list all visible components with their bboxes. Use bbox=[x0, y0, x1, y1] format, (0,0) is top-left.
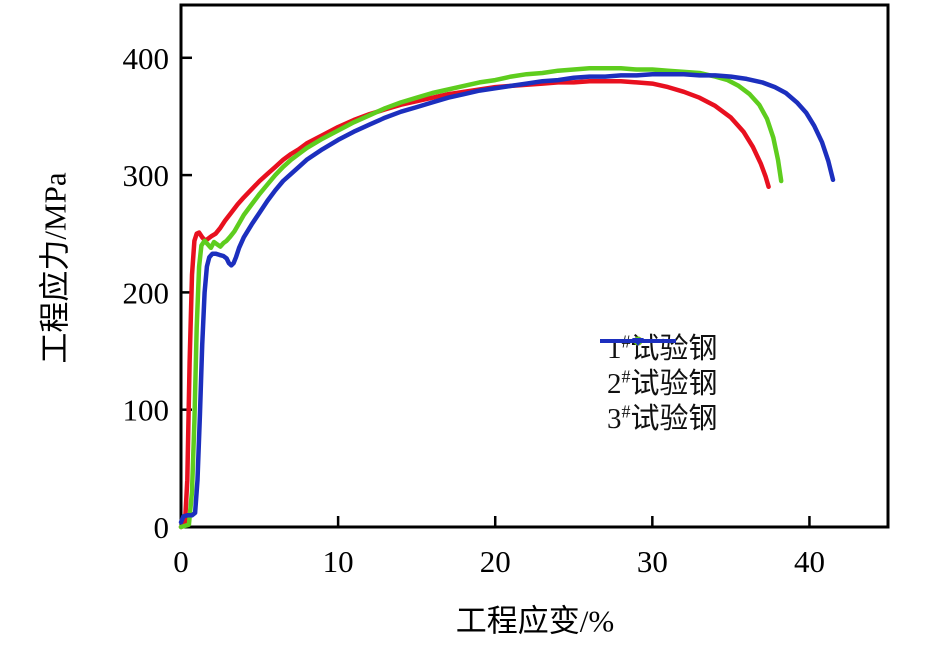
y-tick-label: 0 bbox=[154, 510, 170, 545]
x-tick-label: 30 bbox=[637, 544, 668, 579]
plot-frame bbox=[179, 3, 890, 529]
series-curve-1 bbox=[178, 78, 771, 530]
x-tick-label: 0 bbox=[173, 544, 189, 579]
y-axis-label: 工程应力/MPa bbox=[37, 172, 73, 364]
y-tick-label: 100 bbox=[123, 393, 170, 428]
legend-label: 3#试验钢 bbox=[607, 401, 718, 435]
x-tick-label: 10 bbox=[323, 544, 354, 579]
legend-line-sample bbox=[600, 338, 676, 346]
legend-item-3: 3#试验钢 bbox=[598, 338, 718, 437]
y-tick-label: 400 bbox=[123, 41, 170, 76]
legend-label: 2#试验钢 bbox=[607, 366, 718, 400]
y-tick-label: 200 bbox=[123, 275, 170, 310]
series-curve-2 bbox=[178, 66, 784, 530]
triangle-down-marker-icon bbox=[632, 338, 644, 346]
legend-item-2: 2#试验钢 bbox=[598, 336, 718, 402]
x-tick-label: 20 bbox=[480, 544, 511, 579]
x-axis-label: 工程应变/% bbox=[455, 603, 615, 639]
y-tick-label: 300 bbox=[123, 158, 170, 193]
x-tick-label: 40 bbox=[794, 544, 825, 579]
series-curve-3 bbox=[178, 71, 836, 525]
